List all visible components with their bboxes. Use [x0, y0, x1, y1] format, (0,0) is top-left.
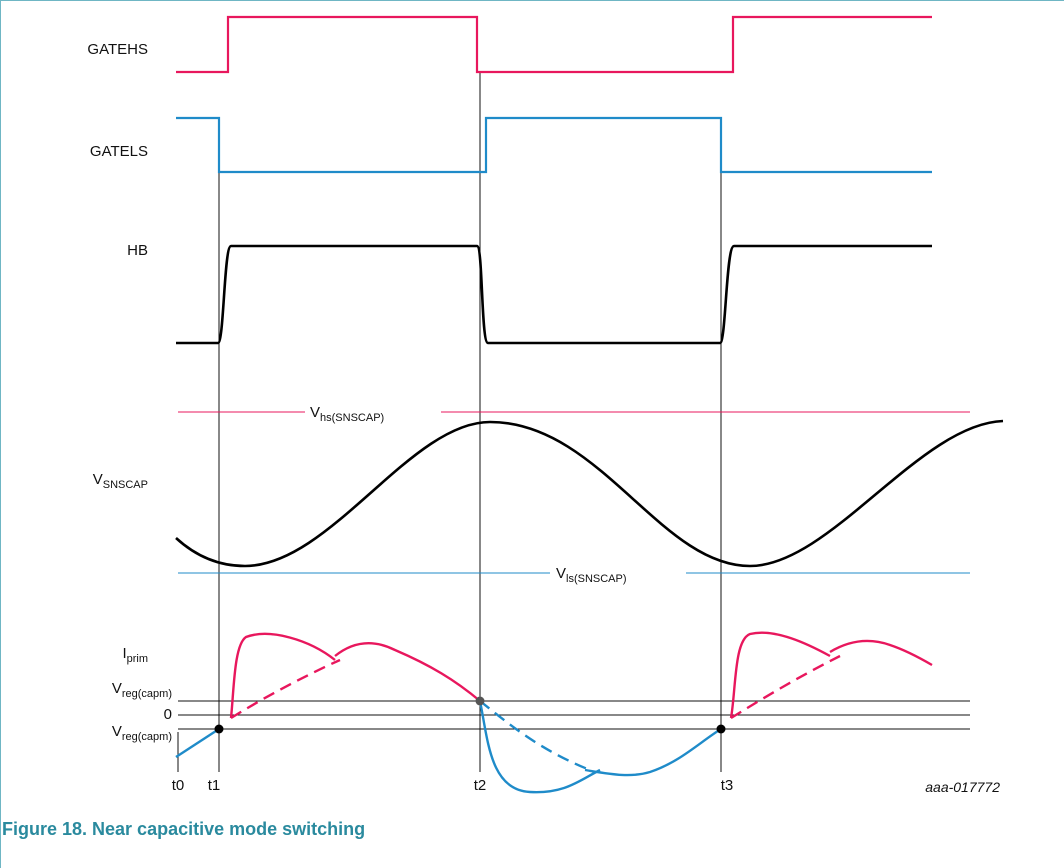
vls-label-bg — [550, 563, 686, 583]
vls-threshold-label: Vls(SNSCAP) — [556, 565, 627, 585]
iprim-rise-after-t3 — [729, 631, 831, 719]
label-vsnscap: VSNSCAP — [93, 471, 148, 491]
gatehs-waveform — [176, 15, 932, 74]
vsnscap-waveform — [175, 419, 1004, 568]
label-zero: 0 — [164, 706, 172, 723]
switch-point-t2 — [475, 696, 485, 706]
iprim-rise-after-t1 — [229, 632, 336, 719]
figure-caption: Figure 18. Near capacitive mode switchin… — [2, 819, 365, 839]
switch-point-t1 — [214, 724, 224, 734]
iprim-ramp-t0-t1 — [175, 727, 220, 759]
time-label-t2: t2 — [474, 777, 487, 794]
time-label-t0: t0 — [172, 777, 185, 794]
switch-point-t3 — [716, 724, 726, 734]
iprim-dashed-pink-1 — [230, 658, 341, 720]
iprim-solid-after-t2 — [478, 700, 601, 794]
diagram-code: aaa-017772 — [925, 779, 1000, 795]
label-vreg-top: Vreg(capm) — [112, 680, 172, 700]
iprim-dashed-pink-2 — [730, 654, 841, 720]
iprim-dashed-blue — [479, 700, 591, 772]
hb-waveform — [176, 244, 932, 345]
label-iprim: Iprim — [122, 645, 148, 665]
label-hb: HB — [127, 242, 148, 259]
iprim-tail-to-t3 — [584, 727, 722, 777]
label-vreg-bottom: Vreg(capm) — [112, 723, 172, 743]
label-gatels: GATELS — [90, 143, 148, 160]
gatels-waveform — [176, 116, 932, 174]
time-label-t3: t3 — [721, 777, 734, 794]
iprim-fall-to-t2 — [334, 641, 481, 702]
iprim-tail-right — [829, 639, 933, 667]
vhs-label-bg — [305, 402, 441, 422]
time-label-t1: t1 — [208, 777, 221, 794]
label-gatehs: GATEHS — [87, 41, 148, 58]
vhs-threshold-label: Vhs(SNSCAP) — [310, 404, 384, 424]
